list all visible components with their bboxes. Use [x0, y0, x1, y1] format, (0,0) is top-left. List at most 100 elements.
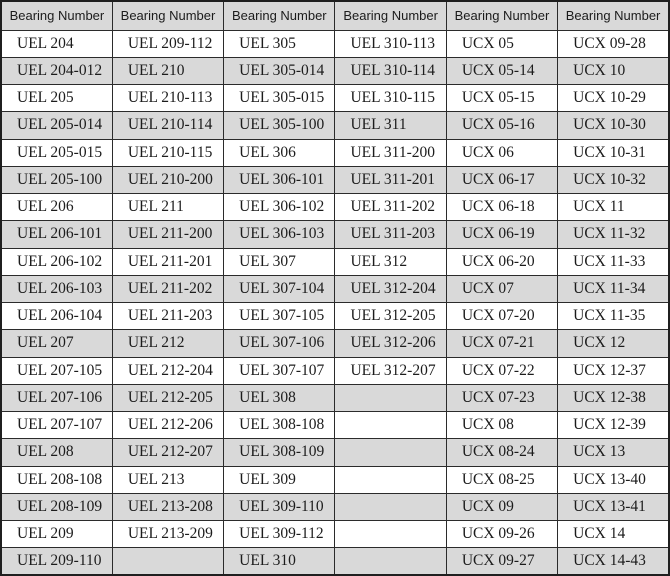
bearing-number-cell: UCX 06-17 [445, 165, 559, 195]
table-row: UEL 204-012 UEL 210 UEL 305-014 UEL 310-114… [0, 56, 670, 86]
bearing-number-cell [111, 547, 225, 576]
bearing-number-cell: UCX 10-31 [557, 138, 670, 167]
table-row: UEL 207-105 UEL 212-204 UEL 307-107 UEL 312… [0, 356, 670, 385]
bearing-number-cell: UEL 305-014 [223, 56, 336, 86]
bearing-number-cell: UEL 211-202 [111, 274, 225, 304]
bearing-number-cell: UEL 311-201 [334, 165, 447, 195]
bearing-number-cell: UEL 205 [0, 83, 113, 113]
bearing-number-cell: UEL 211 [111, 192, 225, 222]
bearing-number-cell: UEL 206-101 [0, 220, 113, 249]
table-row: UEL 207 UEL 212 UEL 307-106 UEL 312-206 UCX … [0, 329, 670, 358]
bearing-number-cell: UEL 207 [0, 329, 113, 358]
bearing-number-cell: UEL 310 [223, 547, 336, 576]
table-row: UEL 206-103 UEL 211-202 UEL 307-104 UEL 312… [0, 274, 670, 304]
bearing-number-cell: UEL 210-115 [111, 138, 225, 167]
bearing-number-cell: UCX 05 [445, 29, 559, 58]
bearing-number-cell [334, 410, 447, 440]
bearing-number-cell: UCX 09-28 [557, 29, 670, 58]
bearing-number-cell: UCX 09-27 [445, 547, 559, 576]
bearing-number-cell: UCX 05-14 [445, 56, 559, 86]
bearing-number-cell: UEL 204 [0, 29, 113, 58]
bearing-number-cell: UEL 312-206 [334, 329, 447, 358]
bearing-number-cell [334, 465, 447, 494]
bearing-number-cell: UEL 210 [111, 56, 225, 86]
bearing-number-cell: UCX 11-34 [557, 274, 670, 304]
bearing-number-cell: UEL 210-200 [111, 165, 225, 195]
bearing-number-cell: UCX 06-19 [445, 220, 559, 249]
bearing-number-cell: UEL 212-204 [111, 356, 225, 385]
table-row: UEL 205-100 UEL 210-200 UEL 306-101 UEL 311… [0, 165, 670, 195]
bearing-number-cell: UEL 309 [223, 465, 336, 494]
bearing-number-cell: UCX 08-24 [445, 438, 559, 467]
bearing-number-cell: UEL 212-207 [111, 438, 225, 467]
bearing-number-cell: UEL 306 [223, 138, 336, 167]
bearing-number-cell: UCX 13-40 [557, 465, 670, 494]
bearing-number-cell: UCX 14 [557, 519, 670, 549]
bearing-number-cell [334, 547, 447, 576]
bearing-number-cell [334, 519, 447, 549]
bearing-number-cell: UEL 310-113 [334, 29, 447, 58]
bearing-number-cell: UEL 211-201 [111, 247, 225, 276]
bearing-number-cell: UCX 13-41 [557, 492, 670, 522]
header-row: Bearing Number Bearing Number Bearing Numb… [0, 0, 670, 31]
bearing-number-cell: UEL 204-012 [0, 56, 113, 86]
bearing-number-cell: UEL 311-200 [334, 138, 447, 167]
bearing-number-cell: UEL 206-104 [0, 301, 113, 331]
bearing-number-cell: UCX 06-20 [445, 247, 559, 276]
bearing-number-cell: UCX 05-15 [445, 83, 559, 113]
bearing-number-cell: UEL 209 [0, 519, 113, 549]
bearing-number-cell: UEL 305 [223, 29, 336, 58]
bearing-number-cell: UCX 12-39 [557, 410, 670, 440]
bearing-number-cell: UEL 211-203 [111, 301, 225, 331]
bearing-number-cell: UCX 08 [445, 410, 559, 440]
bearing-number-cell: UCX 10 [557, 56, 670, 86]
bearing-number-cell: UEL 210-113 [111, 83, 225, 113]
bearing-number-cell: UEL 213-208 [111, 492, 225, 522]
bearing-number-cell: UEL 207-105 [0, 356, 113, 385]
bearing-number-cell: UEL 305-100 [223, 111, 336, 140]
bearing-number-cell: UEL 212 [111, 329, 225, 358]
bearing-number-cell: UEL 209-110 [0, 547, 113, 576]
bearing-number-cell: UEL 311 [334, 111, 447, 140]
bearing-number-cell: UEL 206 [0, 192, 113, 222]
bearing-number-cell: UCX 07-20 [445, 301, 559, 331]
bearing-number-cell: UEL 207-107 [0, 410, 113, 440]
bearing-number-cell [334, 492, 447, 522]
bearing-number-cell: UEL 307-106 [223, 329, 336, 358]
bearing-number-cell: UEL 306-101 [223, 165, 336, 195]
bearing-number-cell: UEL 311-203 [334, 220, 447, 249]
bearing-number-cell: UCX 06 [445, 138, 559, 167]
bearing-number-cell: UCX 07-23 [445, 383, 559, 413]
bearing-number-cell: UCX 07-22 [445, 356, 559, 385]
table-row: UEL 209-110 UEL 310 UCX 09-27 UCX 14-43 [0, 547, 670, 576]
bearing-number-cell: UEL 212-205 [111, 383, 225, 413]
bearing-number-cell: UEL 307-104 [223, 274, 336, 304]
table-body: UEL 204 UEL 209-112 UEL 305 UEL 310-113 UCX … [0, 29, 670, 576]
bearing-number-cell: UCX 12-38 [557, 383, 670, 413]
bearing-number-cell: UEL 206-102 [0, 247, 113, 276]
bearing-number-cell: UEL 307-107 [223, 356, 336, 385]
table-row: UEL 204 UEL 209-112 UEL 305 UEL 310-113 UCX … [0, 29, 670, 58]
bearing-number-cell: UEL 213-209 [111, 519, 225, 549]
bearing-number-cell: UCX 10-30 [557, 111, 670, 140]
bearing-number-cell: UEL 307 [223, 247, 336, 276]
bearing-number-cell: UEL 309-110 [223, 492, 336, 522]
bearing-number-cell: UEL 213 [111, 465, 225, 494]
table-row: UEL 205 UEL 210-113 UEL 305-015 UEL 310-115… [0, 83, 670, 113]
bearing-number-cell: UCX 09 [445, 492, 559, 522]
bearing-number-cell: UCX 11 [557, 192, 670, 222]
table-row: UEL 207-107 UEL 212-206 UEL 308-108 UCX 08 U… [0, 410, 670, 440]
bearing-number-cell: UEL 310-115 [334, 83, 447, 113]
column-header: Bearing Number [223, 0, 336, 31]
bearing-number-cell: UEL 205-015 [0, 138, 113, 167]
bearing-number-cell: UEL 210-114 [111, 111, 225, 140]
bearing-number-cell [334, 438, 447, 467]
table-row: UEL 209 UEL 213-209 UEL 309-112 UCX 09-26 UC… [0, 519, 670, 549]
bearing-number-cell: UCX 11-33 [557, 247, 670, 276]
bearing-number-cell: UCX 12-37 [557, 356, 670, 385]
bearing-number-cell: UEL 211-200 [111, 220, 225, 249]
table-row: UEL 207-106 UEL 212-205 UEL 308 UCX 07-23 UC… [0, 383, 670, 413]
table-row: UEL 208-108 UEL 213 UEL 309 UCX 08-25 UCX 13… [0, 465, 670, 494]
column-header: Bearing Number [334, 0, 447, 31]
